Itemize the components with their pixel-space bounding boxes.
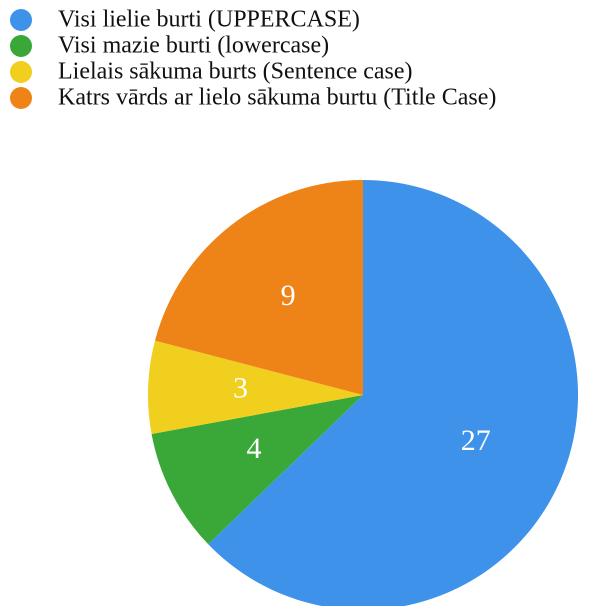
data-label: 3 bbox=[233, 371, 248, 404]
pie-slice bbox=[148, 340, 363, 435]
legend-swatch bbox=[10, 35, 32, 57]
legend-swatch bbox=[10, 61, 32, 83]
pie-slice bbox=[151, 395, 363, 545]
legend-label: Visi lielie burti (UPPERCASE) bbox=[58, 7, 360, 33]
data-label: 9 bbox=[281, 279, 296, 312]
legend-label: Lielais sākuma burts (Sentence case) bbox=[58, 59, 413, 85]
pie-slice bbox=[154, 180, 363, 395]
legend-label: Visi mazie burti (lowercase) bbox=[58, 33, 329, 59]
legend-swatch bbox=[10, 9, 32, 31]
legend-label: Katrs vārds ar lielo sākuma burtu (Title… bbox=[58, 85, 496, 111]
legend-swatch bbox=[10, 87, 32, 109]
pie-slice bbox=[208, 180, 578, 606]
data-label: 4 bbox=[247, 432, 262, 465]
data-label: 27 bbox=[461, 424, 491, 457]
